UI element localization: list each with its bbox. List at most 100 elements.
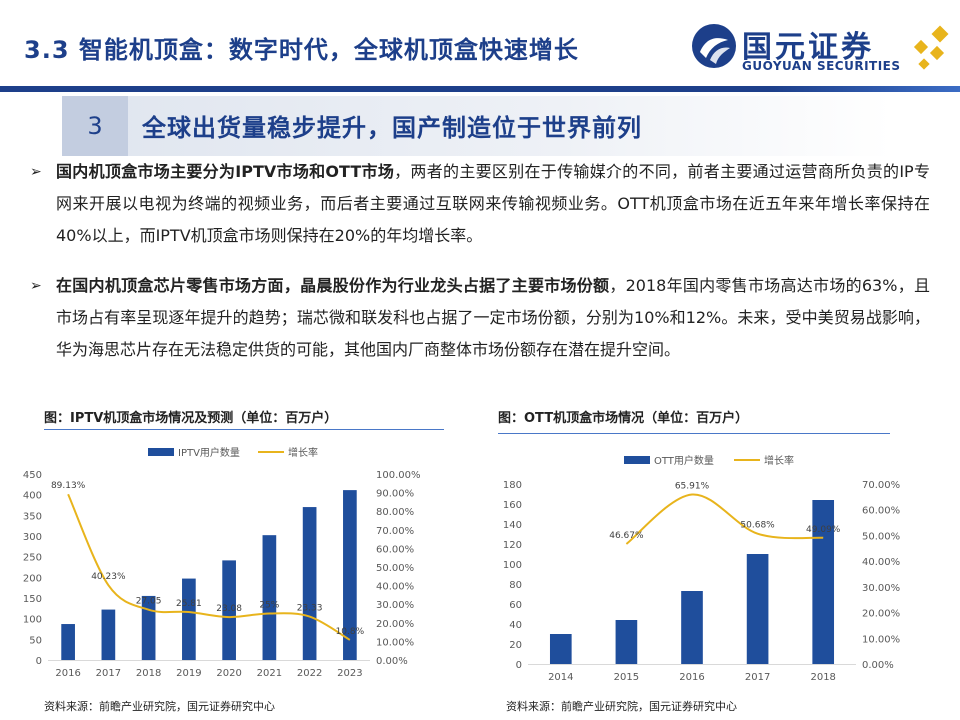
y-axis-tick-label: 60 <box>509 600 522 611</box>
legend-line-label: 增长率 <box>764 454 794 467</box>
y-axis-tick-label: 0 <box>36 656 42 667</box>
data-label: 46.67% <box>609 531 644 541</box>
bullet-lead: 在国内机顶盒芯片零售市场方面，晶晨股份作为行业龙头占据了主要市场份额 <box>56 276 610 295</box>
x-axis-tick-label: 2018 <box>810 672 835 683</box>
bar <box>549 634 572 664</box>
data-label: 23.33 <box>297 604 323 614</box>
y-axis-tick-label: 100 <box>503 560 522 571</box>
x-axis-tick-label: 2022 <box>297 668 322 679</box>
y2-axis-tick-label: 60.00% <box>862 506 900 517</box>
x-axis-tick-label: 2018 <box>136 668 161 679</box>
bar <box>262 535 277 660</box>
bullet-item: ➢ 国内机顶盒市场主要分为IPTV市场和OTT市场，两者的主要区别在于传输媒介的… <box>30 156 930 252</box>
data-label: 65.91% <box>675 482 710 492</box>
y2-axis-tick-label: 60.00% <box>376 544 414 555</box>
stars-icon <box>913 25 949 70</box>
y-axis-tick-label: 40 <box>509 620 522 631</box>
x-axis-tick-label: 2017 <box>96 668 121 679</box>
left-figure-source: 资料来源：前瞻产业研究院，国元证券研究中心 <box>44 700 275 713</box>
bar <box>746 554 769 664</box>
brand-name: 国元证券 <box>742 30 874 65</box>
iptv-chart: IPTV用户数量 增长率 0 50 100 150 200 250 300 350 400 450 0.… <box>23 446 421 679</box>
data-label: 10.8% <box>336 627 365 637</box>
data-label: 25.81 <box>176 599 202 609</box>
arrow-bullet-icon: ➢ <box>30 164 42 180</box>
right-caption-rule <box>498 433 890 434</box>
bar <box>343 490 357 660</box>
x-axis-tick-label: 2016 <box>679 672 704 683</box>
y2-axis-tick-label: 0.00% <box>376 656 408 667</box>
y2-axis-tick-label: 80.00% <box>376 507 414 518</box>
header-rule <box>0 86 960 92</box>
bar <box>615 620 638 664</box>
legend-bar-swatch <box>624 456 650 464</box>
y2-axis-tick-label: 30.00% <box>862 583 900 594</box>
bar <box>681 591 703 664</box>
y2-axis-tick-label: 10.00% <box>376 637 414 648</box>
y2-axis-tick-label: 10.00% <box>862 634 900 645</box>
y2-axis-tick-label: 20.00% <box>862 609 900 620</box>
y-axis-tick-label: 450 <box>23 470 42 481</box>
y-axis-tick-label: 160 <box>503 500 522 511</box>
brand-english-name: GUOYUAN SECURITIES <box>742 59 901 73</box>
growth-rate-line <box>625 493 824 545</box>
y-axis-tick-label: 140 <box>503 520 522 531</box>
left-figure-caption: 图：IPTV机顶盒市场情况及预测（单位：百万户） <box>44 411 338 426</box>
y2-axis-tick-label: 100.00% <box>376 470 421 481</box>
legend-bar-swatch <box>148 448 174 456</box>
left-caption-rule <box>44 429 444 430</box>
x-axis-tick-label: 2023 <box>337 668 362 679</box>
y2-axis-tick-label: 70.00% <box>376 526 414 537</box>
guoyuan-logo-icon <box>692 24 736 68</box>
y2-axis-tick-label: 40.00% <box>376 582 414 593</box>
y2-axis-tick-label: 50.00% <box>862 531 900 542</box>
bar <box>141 595 156 660</box>
y-axis-tick-label: 20 <box>509 640 522 651</box>
bar <box>182 578 196 660</box>
y-axis-tick-label: 400 <box>23 491 42 502</box>
page-title: 3.3 智能机顶盒：数字时代，全球机顶盒快速增长 <box>24 36 579 64</box>
arrow-bullet-icon: ➢ <box>30 278 42 294</box>
ott-chart: OTT用户数量 增长率 0 20 40 60 80 100 120 140 160 180 0.00% 1… <box>503 454 900 683</box>
right-figure-source: 资料来源：前瞻产业研究院，国元证券研究中心 <box>506 700 737 713</box>
y-axis-tick-label: 200 <box>23 573 42 584</box>
y-axis-tick-label: 100 <box>23 615 42 626</box>
bullet-item: ➢ 在国内机顶盒芯片零售市场方面，晶晨股份作为行业龙头占据了主要市场份额，201… <box>30 270 930 366</box>
y-axis-tick-label: 150 <box>23 594 42 605</box>
data-label: 49.09% <box>806 525 841 535</box>
section-heading: 全球出货量稳步提升，国产制造位于世界前列 <box>142 114 642 142</box>
y-axis-tick-label: 180 <box>503 480 522 491</box>
legend-bar-label: IPTV用户数量 <box>178 446 240 459</box>
data-label: 40.23% <box>91 572 126 582</box>
bullet-text: ，两者的主要区别在于传输媒介的不同，前者主要通过运营商所负责的IP专网来开展以电… <box>56 162 930 245</box>
section-number: 3 <box>62 96 128 156</box>
growth-rate-line <box>67 493 351 641</box>
brand: 国元证券 GUOYUAN SECURITIES <box>690 22 950 76</box>
y-axis-tick-label: 350 <box>23 511 42 522</box>
right-figure-caption: 图：OTT机顶盒市场情况（单位：百万户） <box>498 411 749 426</box>
y2-axis-tick-label: 40.00% <box>862 557 900 568</box>
y2-axis-tick-label: 90.00% <box>376 489 414 500</box>
bar <box>302 507 317 660</box>
x-axis-tick-label: 2019 <box>176 668 201 679</box>
y2-axis-tick-label: 30.00% <box>376 600 414 611</box>
data-label: 89.13% <box>51 481 86 491</box>
bar <box>812 500 835 664</box>
bar <box>61 624 75 660</box>
bullet-text: ，2018年国内零售市场高达市场的63%，且市场占有率呈现逐年提升的趋势；瑞芯微… <box>56 276 930 359</box>
y2-axis-tick-label: 70.00% <box>862 480 900 491</box>
bullet-lead: 国内机顶盒市场主要分为IPTV市场和OTT市场 <box>56 162 395 181</box>
y-axis-tick-label: 120 <box>503 540 522 551</box>
x-axis-tick-label: 2014 <box>548 672 573 683</box>
x-axis-tick-label: 2017 <box>745 672 770 683</box>
bar <box>101 609 116 660</box>
bar <box>222 560 236 660</box>
x-axis-tick-label: 2020 <box>216 668 241 679</box>
y-axis-tick-label: 50 <box>29 635 42 646</box>
y2-axis-tick-label: 50.00% <box>376 563 414 574</box>
y-axis-tick-label: 250 <box>23 553 42 564</box>
data-label: 23.08 <box>216 604 242 614</box>
x-axis-tick-label: 2015 <box>614 672 639 683</box>
data-label: 27.05 <box>136 597 162 607</box>
y2-axis-tick-label: 20.00% <box>376 619 414 630</box>
